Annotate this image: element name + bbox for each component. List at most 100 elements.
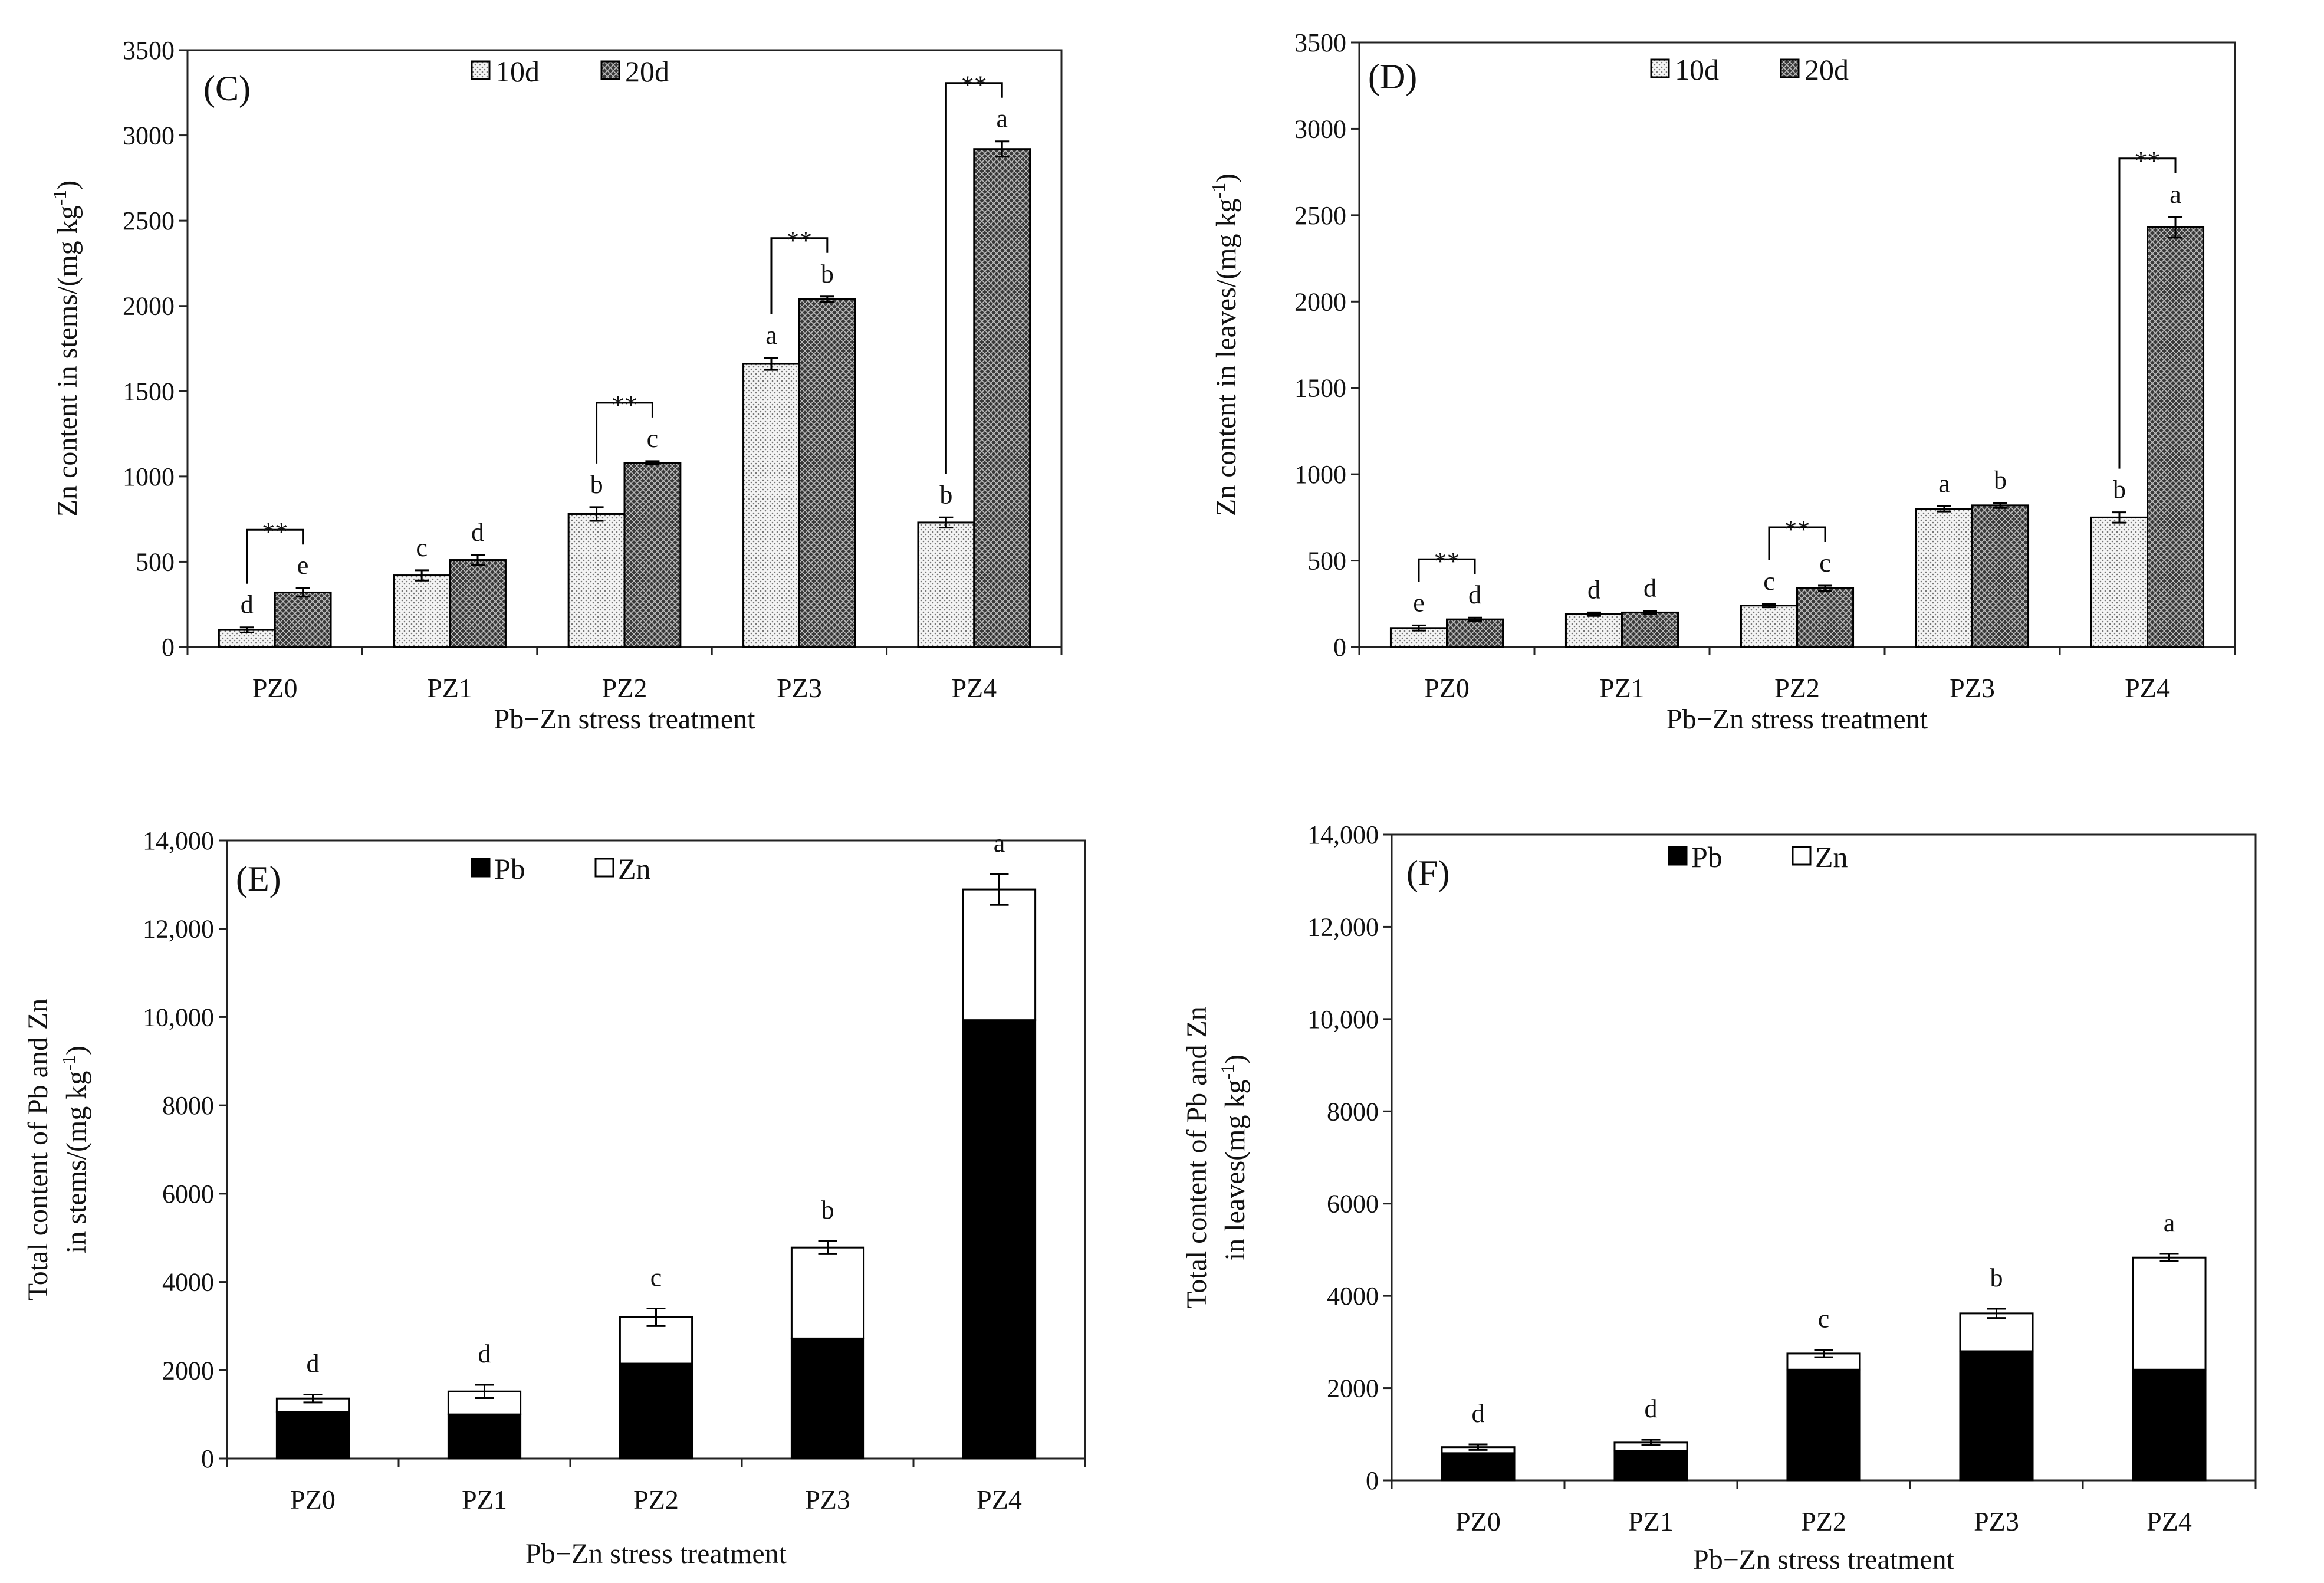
significance-bracket (770, 237, 829, 314)
x-category-label: PZ4 (2147, 1506, 2192, 1536)
significance-letter: c (1818, 1305, 1830, 1334)
bar-20d-PZ3 (1971, 504, 2030, 648)
significance-letter: a (2169, 180, 2181, 209)
y-axis-label-line2: in stems/(mg kg-1) (58, 1046, 92, 1253)
bar-20d-PZ0 (274, 591, 332, 648)
y-axis-label: Zn content in leaves/(mg kg-1) (1208, 173, 1242, 516)
y-tick-label: 8000 (1327, 1097, 1379, 1126)
x-axis-label: Pb−Zn stress treatment (494, 704, 756, 735)
significance-stars: ** (2135, 146, 2161, 175)
legend-swatch-10d (471, 60, 491, 80)
significance-letter: b (939, 480, 952, 509)
significance-letter: b (821, 1196, 834, 1224)
y-axis-label-end: ) (1211, 173, 1242, 183)
x-category-label: PZ1 (1599, 673, 1645, 703)
bar-20d-PZ1 (1621, 611, 1679, 648)
bar-10d-PZ4 (2090, 516, 2148, 648)
y-axis-label-sup: -1 (58, 1055, 79, 1071)
bar-Pb-PZ0 (1441, 1452, 1516, 1482)
significance-stars: ** (961, 71, 987, 100)
panel-label: (E) (236, 859, 281, 898)
significance-letter: a (765, 321, 777, 350)
x-category-label: PZ3 (805, 1485, 850, 1515)
legend-swatch-Zn (1792, 846, 1812, 866)
y-tick-label: 14,000 (1307, 820, 1379, 849)
y-tick-label: 0 (201, 1444, 214, 1473)
y-tick-label: 1500 (123, 377, 175, 406)
significance-letter: c (647, 424, 659, 453)
significance-letter: e (297, 551, 309, 580)
panel-label: (C) (203, 69, 251, 108)
significance-letter: c (650, 1263, 662, 1292)
x-category-label: PZ0 (290, 1485, 336, 1515)
bar-Pb-PZ3 (1959, 1350, 2034, 1482)
significance-letter: d (1643, 574, 1656, 603)
significance-letter: d (478, 1339, 491, 1368)
y-tick-label: 0 (162, 633, 175, 662)
bar-Zn-PZ3 (790, 1246, 865, 1339)
y-tick-label: 500 (1307, 547, 1346, 576)
x-category-label: PZ1 (1628, 1506, 1674, 1536)
bar-10d-PZ1 (1564, 613, 1623, 648)
significance-stars: ** (1434, 547, 1460, 576)
y-tick-label: 2000 (162, 1356, 214, 1385)
y-tick-label: 3500 (123, 36, 175, 65)
panel-label: (D) (1368, 57, 1417, 96)
bar-Pb-PZ4 (2132, 1368, 2207, 1482)
significance-letter: b (2113, 475, 2126, 504)
legend-label-20d: 20d (625, 55, 669, 88)
y-tick-label: 2500 (123, 206, 175, 235)
significance-letter: b (1990, 1263, 2003, 1292)
legend-swatch-Zn (594, 858, 614, 878)
legend-swatch-20d (1780, 58, 1800, 78)
legend-swatch-10d (1650, 58, 1670, 78)
bar-Pb-PZ2 (1786, 1368, 1861, 1482)
chart-panel-e: 0 2000 4000 6000 8000 10,000 12,000 14,000 PZ0 PZ… (22, 826, 1086, 1569)
significance-stars: ** (612, 390, 637, 419)
significance-bracket (945, 82, 1003, 474)
legend-label-Zn: Zn (618, 852, 651, 885)
legend-swatch-Pb (1668, 846, 1688, 866)
significance-bracket (246, 528, 304, 584)
legend-swatch-Pb (471, 858, 491, 878)
x-category-label: PZ3 (1974, 1506, 2019, 1536)
y-tick-label: 2000 (1294, 287, 1346, 316)
bar-20d-PZ2 (623, 462, 682, 648)
y-tick-label: 6000 (1327, 1190, 1379, 1219)
bar-10d-PZ3 (742, 363, 800, 648)
y-tick-label: 14,000 (143, 826, 214, 855)
significance-letter: a (994, 829, 1005, 858)
bar-20d-PZ1 (449, 559, 507, 648)
x-axis-label: Pb−Zn stress treatment (1666, 704, 1928, 735)
y-tick-label: 3000 (123, 121, 175, 150)
bar-20d-PZ0 (1446, 618, 1504, 648)
bar-10d-PZ1 (393, 574, 451, 648)
x-category-label: PZ4 (977, 1485, 1022, 1515)
significance-letter: d (1645, 1394, 1658, 1423)
y-axis-label-main: in stems/(mg kg (61, 1071, 92, 1253)
significance-letter: d (241, 590, 254, 619)
significance-letter: c (1763, 567, 1775, 596)
y-tick-label: 8000 (162, 1091, 214, 1120)
significance-letter: d (307, 1349, 320, 1378)
chart-panel-d: 0 500 1000 1500 2000 2500 3000 3500 PZ0 PZ1 PZ2 PZ3… (1208, 28, 2236, 735)
significance-bracket (1768, 526, 1826, 560)
y-axis-label-sup: -1 (49, 190, 70, 206)
y-tick-label: 4000 (162, 1268, 214, 1297)
x-axis-label: Pb−Zn stress treatment (525, 1538, 787, 1569)
x-category-label: PZ2 (633, 1485, 679, 1515)
y-tick-label: 2000 (123, 292, 175, 321)
x-category-label: PZ1 (427, 673, 472, 703)
bar-10d-PZ2 (567, 513, 626, 648)
y-tick-label: 10,000 (143, 1003, 214, 1032)
significance-stars: ** (262, 517, 288, 546)
x-category-label: PZ2 (1774, 673, 1820, 703)
legend-label-Pb: Pb (1691, 840, 1723, 873)
legend-swatch-20d (600, 60, 620, 80)
x-category-label: PZ1 (462, 1485, 507, 1515)
y-axis-label: Zn content in stems/(mg kg-1) (49, 180, 83, 517)
x-category-label: PZ4 (2125, 673, 2170, 703)
significance-letter: e (1413, 588, 1425, 617)
bar-10d-PZ3 (1915, 508, 1973, 648)
